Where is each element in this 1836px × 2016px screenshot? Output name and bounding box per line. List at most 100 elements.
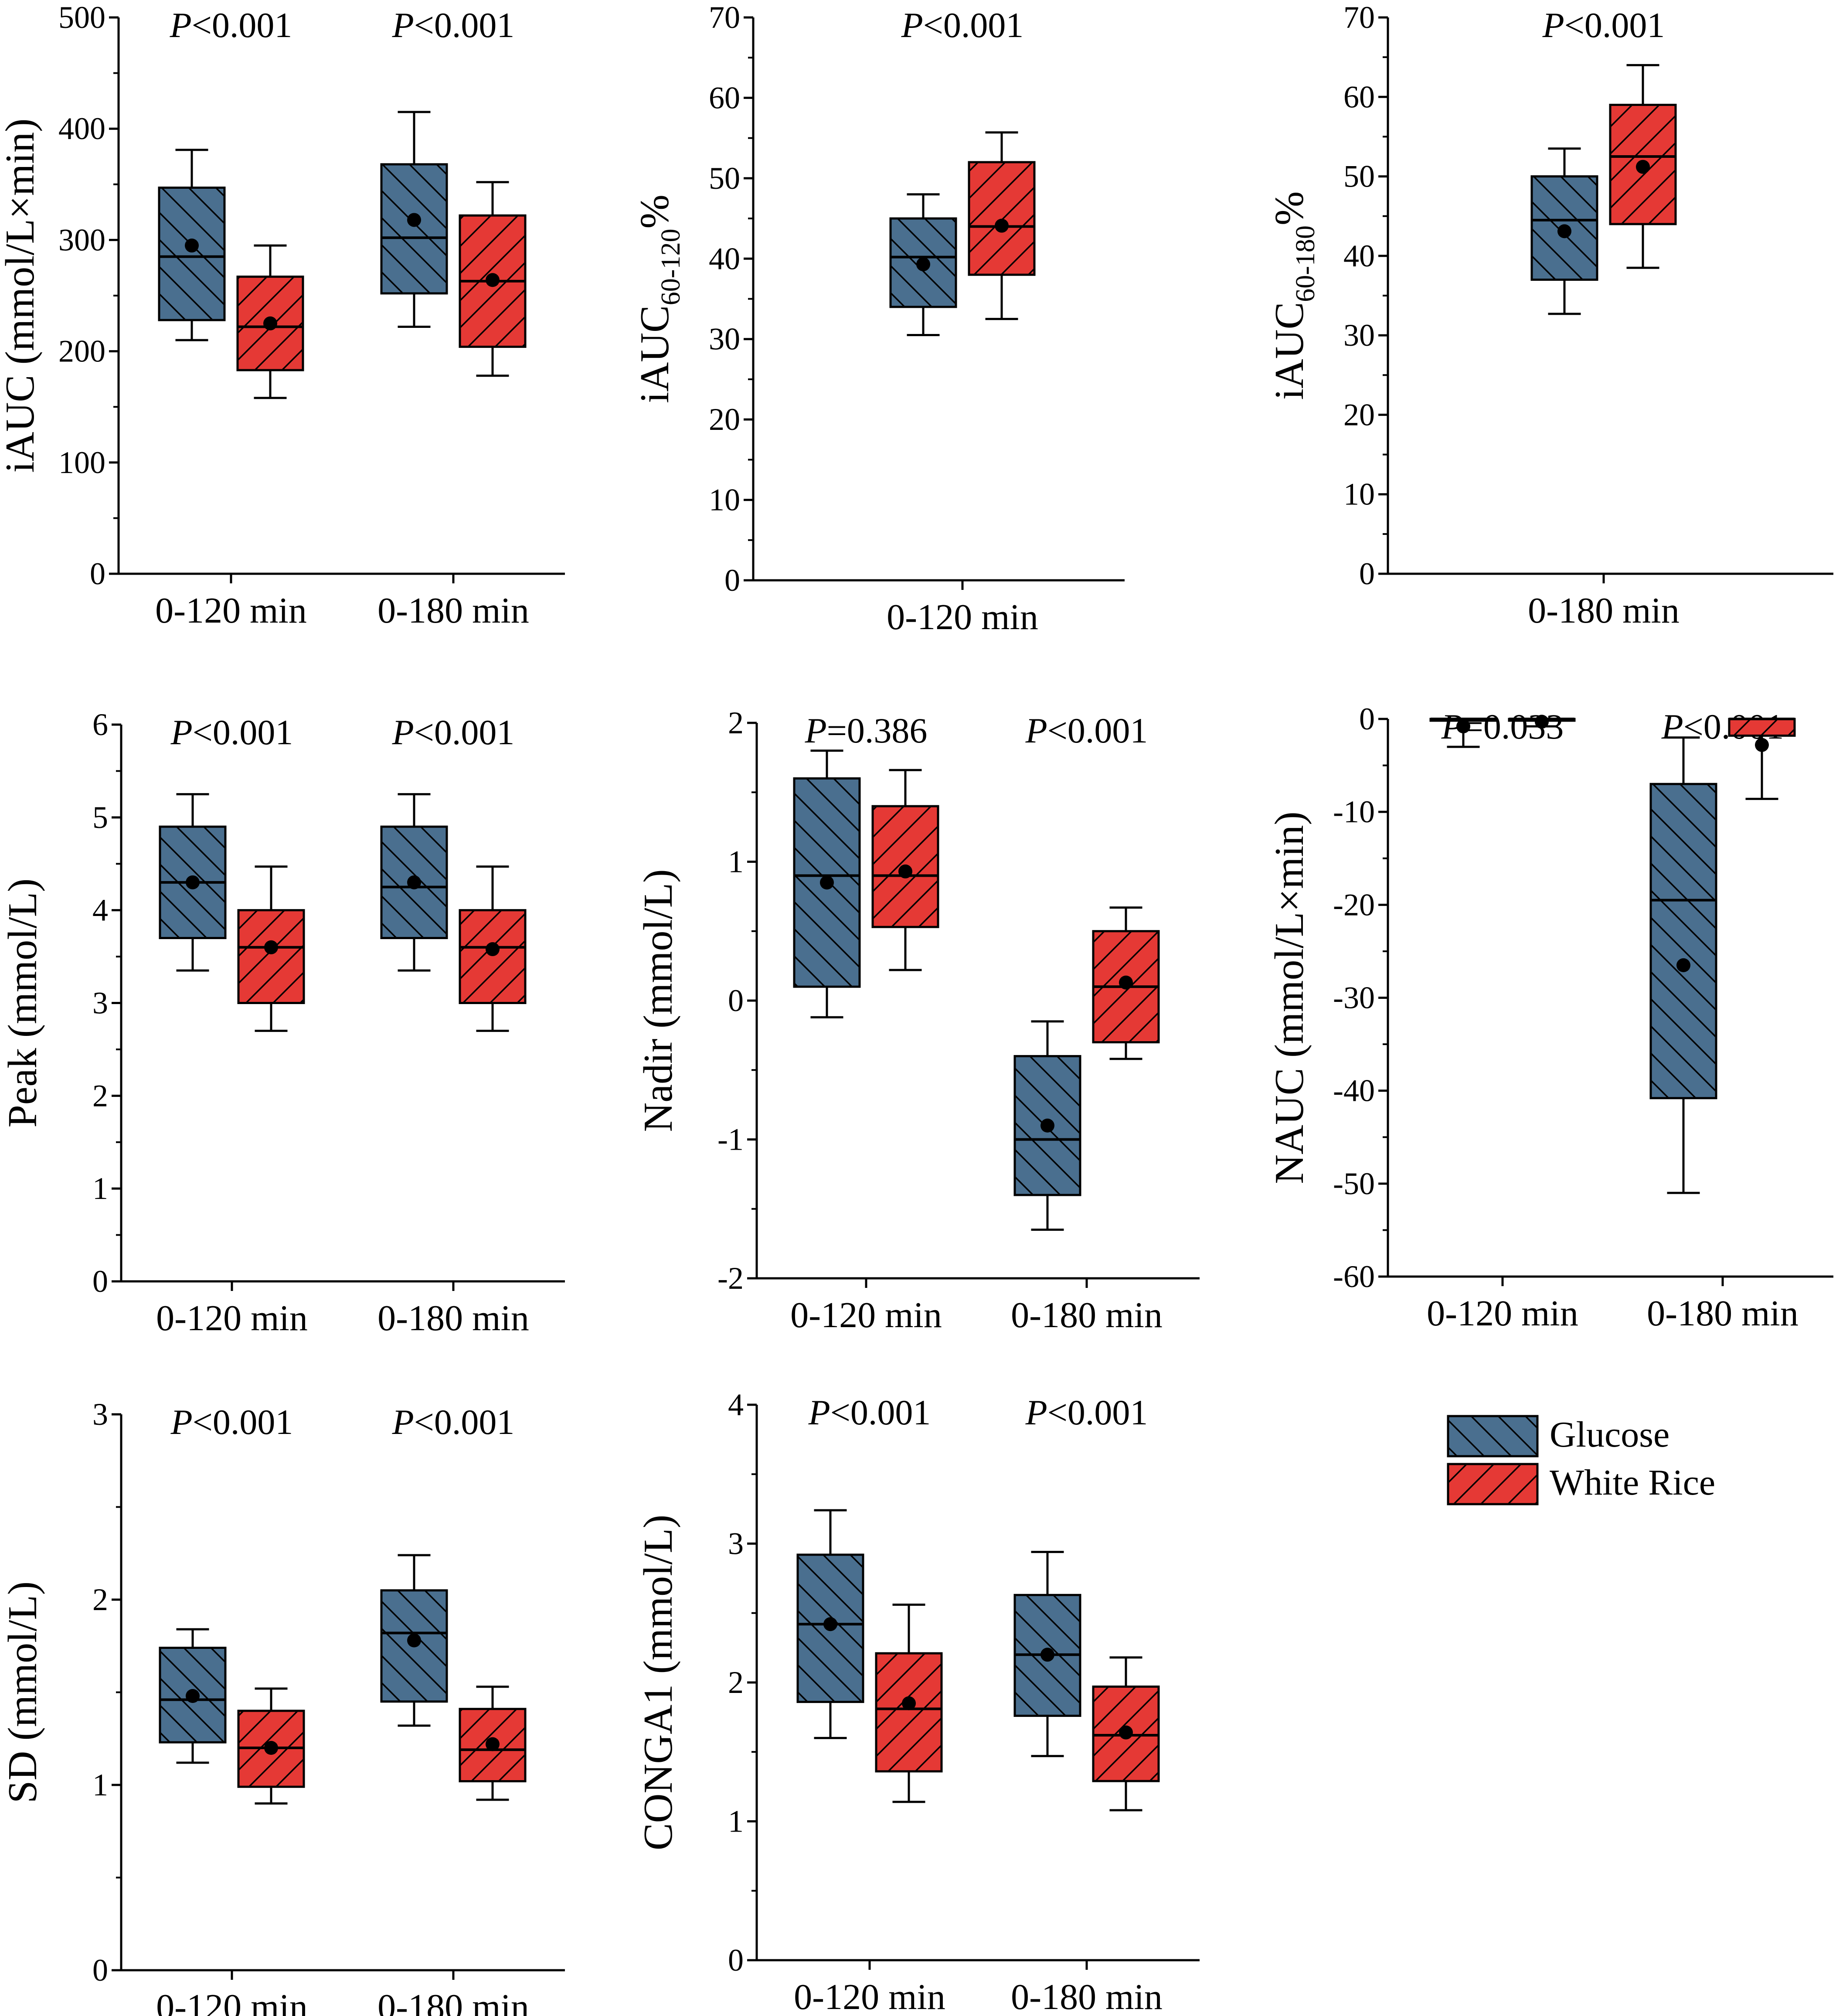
box-white-rice <box>871 769 939 971</box>
p-value-label: P<0.001 <box>170 5 292 45</box>
box-white-rice <box>968 131 1036 320</box>
mean-point <box>486 273 500 287</box>
legend-swatch <box>1447 1415 1539 1458</box>
y-tick-label: 0 <box>90 556 105 591</box>
y-tick-label: -30 <box>1333 981 1375 1015</box>
mean-point <box>1119 975 1133 990</box>
y-tick-label: 0 <box>728 983 744 1018</box>
y-tick-label: 300 <box>58 222 105 257</box>
box-white-rice <box>237 865 305 1032</box>
panel-iauc60120: 0 10 20 30 40 50 60 70 iAUC60-120% P<0.001 0-120 m… <box>632 0 1125 637</box>
y-tick-label: 400 <box>58 111 105 146</box>
y-tick-label: 0 <box>724 563 740 598</box>
mean-point <box>1456 719 1470 734</box>
y-tick-label: 2 <box>728 1665 744 1700</box>
iqr-box <box>875 1652 943 1773</box>
y-tick-label: 4 <box>728 1387 744 1422</box>
y-tick-label: 70 <box>1343 0 1375 35</box>
box-glucose <box>1649 736 1717 1194</box>
y-tick-label: 5 <box>92 800 108 835</box>
p-value-label: P<0.001 <box>808 1393 931 1432</box>
y-tick-label: 0 <box>728 1943 744 1978</box>
y-tick-label: 0 <box>92 1953 108 1988</box>
box-white-rice <box>875 1604 943 1803</box>
y-tick-label: 1 <box>728 1804 744 1839</box>
y-tick-label: -10 <box>1333 794 1375 829</box>
p-value-label: P<0.001 <box>1025 711 1148 750</box>
mean-point <box>1040 1648 1054 1662</box>
panel-nadir: -2 -1 0 1 2 Nadir (mmol/L) 0-120 min P=0.386 0-1… <box>636 705 1200 1335</box>
iqr-box <box>1649 783 1717 1100</box>
mean-point <box>186 1689 200 1703</box>
y-tick-label: 30 <box>709 322 740 357</box>
iqr-box <box>968 161 1036 276</box>
y-tick-label: 40 <box>1343 238 1375 273</box>
mean-point <box>898 864 912 879</box>
y-tick-label: -20 <box>1333 887 1375 922</box>
iqr-box <box>459 1708 527 1782</box>
mean-point <box>823 1617 837 1631</box>
box-white-rice <box>1508 715 1576 729</box>
y-axis-label: SD (mmol/L) <box>0 1581 45 1803</box>
box-glucose <box>159 793 227 972</box>
box-white-rice <box>1609 64 1677 269</box>
x-tick-label: 0-120 min <box>794 1977 945 2016</box>
y-tick-label: 50 <box>1343 159 1375 194</box>
iqr-box <box>1728 718 1796 737</box>
y-axis-label: Peak (mmol/L) <box>0 879 45 1128</box>
legend-swatch <box>1447 1463 1539 1505</box>
box-white-rice <box>1092 906 1160 1060</box>
legend-label: Glucose <box>1550 1414 1669 1455</box>
x-tick-label: 0-120 min <box>156 1298 308 1338</box>
p-value-label: P<0.001 <box>392 1402 515 1442</box>
y-axis-label: iAUC60-180% <box>1267 191 1320 400</box>
x-tick-label: 0-120 min <box>155 590 307 631</box>
x-tick-label: 0-180 min <box>1011 1977 1163 2016</box>
y-tick-label: 0 <box>1359 702 1375 736</box>
p-value-label: P<0.001 <box>901 5 1024 45</box>
y-tick-label: 4 <box>92 893 108 928</box>
mean-point <box>264 940 278 954</box>
p-value-label: P<0.001 <box>392 5 515 45</box>
iqr-box <box>871 805 939 928</box>
box-glucose <box>158 149 226 341</box>
p-value-label: P<0.001 <box>1542 5 1665 45</box>
x-tick-label: 0-180 min <box>1647 1293 1799 1334</box>
mean-point <box>1535 715 1549 729</box>
box-glucose <box>380 793 448 972</box>
mean-point <box>1040 1118 1054 1133</box>
y-axis-label: iAUC60-120% <box>632 194 686 403</box>
x-tick-label: 0-180 min <box>1528 590 1680 631</box>
y-tick-label: 0 <box>92 1264 108 1299</box>
box-white-rice <box>1092 1656 1160 1812</box>
y-tick-label: 20 <box>1343 397 1375 432</box>
legend-item: Glucose <box>1447 1414 1669 1458</box>
mean-point <box>916 257 930 272</box>
box-glucose <box>1530 147 1598 315</box>
box-glucose <box>1429 718 1497 748</box>
x-tick-label: 0-180 min <box>377 1987 529 2016</box>
y-tick-label: 10 <box>709 483 740 518</box>
y-tick-label: 1 <box>728 845 744 879</box>
iqr-box <box>380 163 448 295</box>
mean-point <box>263 316 277 330</box>
box-glucose <box>380 111 448 328</box>
y-axis-label: iAUC (mmol/L×min) <box>0 119 43 473</box>
box-white-rice <box>236 244 304 399</box>
y-tick-label: -60 <box>1333 1259 1375 1294</box>
y-tick-label: 60 <box>709 80 740 115</box>
y-tick-label: 500 <box>58 0 105 35</box>
box-glucose <box>1013 1551 1081 1757</box>
y-tick-label: 100 <box>58 445 105 480</box>
mean-point <box>820 875 834 890</box>
box-glucose <box>380 1554 448 1727</box>
p-value-label: P<0.001 <box>1025 1393 1148 1432</box>
mean-point <box>995 218 1009 233</box>
x-tick-label: 0-120 min <box>156 1987 308 2016</box>
mean-point <box>1119 1725 1133 1740</box>
box-glucose <box>1013 1020 1081 1231</box>
mean-point <box>1636 160 1650 174</box>
y-tick-label: 40 <box>709 241 740 276</box>
box-glucose <box>796 1509 864 1739</box>
